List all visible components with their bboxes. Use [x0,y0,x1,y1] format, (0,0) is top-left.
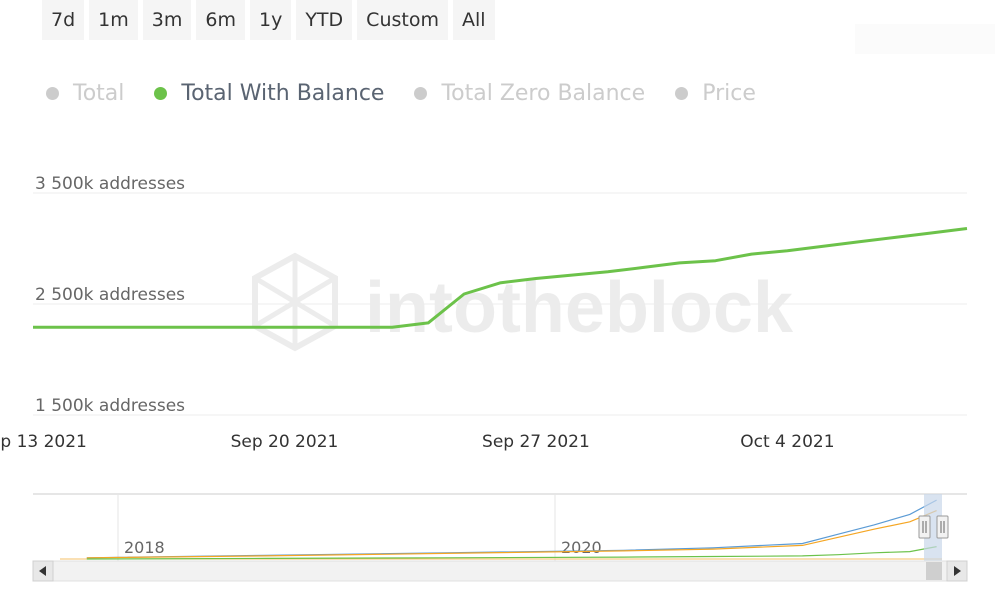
grid [33,192,967,416]
range-6m-button[interactable]: 6m [196,0,245,40]
range-custom-button[interactable]: Custom [357,0,448,40]
chart-legend: Total Total With Balance Total Zero Bala… [46,78,756,108]
watermark-text: intotheblock [365,268,794,348]
y-tick-label: 2 500k addresses [35,285,185,305]
scrollbar-thumb[interactable] [926,562,942,580]
legend-item-total-with-balance[interactable]: Total With Balance [154,81,384,106]
y-axis-labels: 1 500k addresses 2 500k addresses 3 500k a… [35,174,185,416]
legend-label: Price [702,80,756,106]
y-tick-label: 3 500k addresses [35,174,185,194]
legend-item-total[interactable]: Total [46,81,124,106]
navigator-series [60,499,942,560]
scrollbar-track[interactable] [32,560,968,582]
legend-label: Total Zero Balance [441,80,646,106]
range-ytd-button[interactable]: YTD [296,0,353,40]
navigator-selected-range[interactable] [924,494,942,561]
watermark-logo-icon [252,252,338,352]
navigator-series-line [86,546,937,560]
range-7d-button[interactable]: 7d [42,0,85,40]
legend-item-total-zero-balance[interactable]: Total Zero Balance [414,81,645,106]
legend-dot [154,86,168,100]
navigator-left-handle[interactable] [918,515,931,539]
legend-dot [675,86,689,100]
legend-label: Total [73,80,125,106]
legend-dot [414,86,428,100]
series-lines [33,227,968,329]
scrollbar-right-arrow-icon[interactable] [946,560,968,582]
navigator-label-2020: 2020 [561,538,602,557]
x-tick-label: Sep 13 2021 [0,432,87,452]
navigator[interactable]: 2018 2020 [0,485,1000,585]
legend-dot [46,86,59,100]
export-menu-area [855,24,995,54]
range-1y-button[interactable]: 1y [249,0,292,40]
intotheblock-watermark: intotheblock [252,252,794,352]
range-1m-button[interactable]: 1m [89,0,138,40]
y-tick-label: 1 500k addresses [35,396,185,416]
x-axis-labels: Sep 13 2021 Sep 20 2021 Sep 27 2021 Oct 4 2… [0,432,835,452]
range-3m-button[interactable]: 3m [142,0,192,40]
x-tick-label: Sep 20 2021 [231,432,339,452]
x-tick-label: Oct 4 2021 [740,432,834,452]
range-all-button[interactable]: All [452,0,495,40]
navigator-right-handle[interactable] [936,515,949,539]
main-line-chart[interactable]: intotheblock 1 500k addresses 2 500k addr… [0,160,1000,460]
navigator-series-line [86,499,937,559]
x-tick-label: Sep 27 2021 [482,432,590,452]
legend-label: Total With Balance [181,80,385,106]
scrollbar-left-arrow-icon[interactable] [32,560,54,582]
series-line-total-with-balance[interactable] [33,227,968,329]
navigator-series-line [86,510,937,559]
legend-item-price[interactable]: Price [675,81,756,106]
navigator-label-2018: 2018 [124,538,165,557]
range-selector: 7d 1m 3m 6m 1y YTD Custom All [42,0,495,40]
